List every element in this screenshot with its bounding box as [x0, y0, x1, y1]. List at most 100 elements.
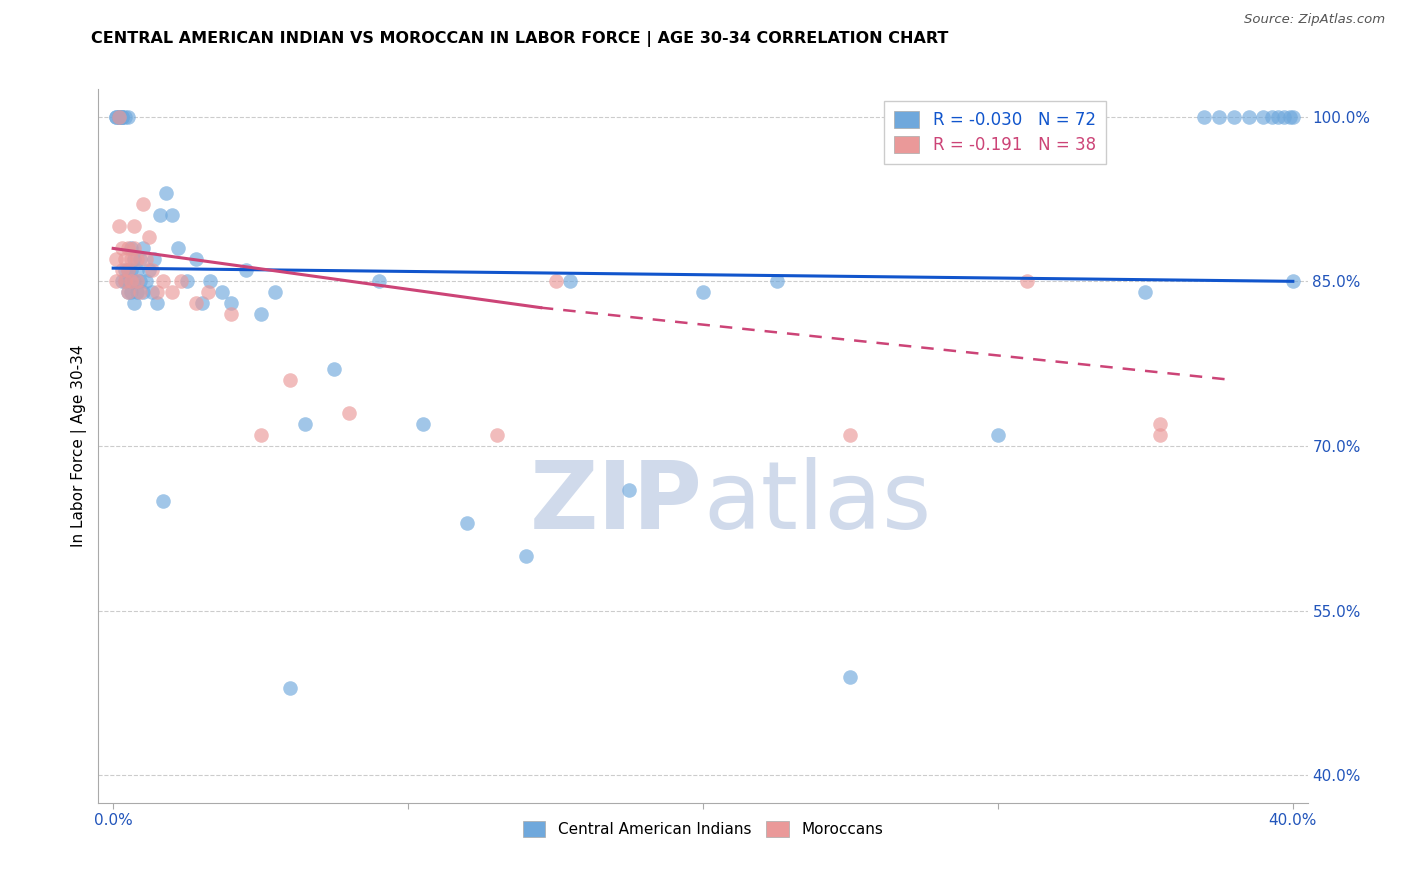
Point — [114, 110, 136, 124]
Text: ZIP: ZIP — [530, 457, 703, 549]
Point — [131, 241, 153, 255]
Point — [111, 263, 134, 277]
Point — [125, 285, 148, 300]
Point — [108, 110, 131, 124]
Point — [692, 285, 714, 300]
Point — [170, 274, 193, 288]
Point — [1149, 417, 1171, 431]
Point — [120, 274, 142, 288]
Point — [122, 219, 145, 234]
Point — [125, 274, 148, 288]
Point — [515, 549, 537, 563]
Point — [219, 307, 242, 321]
Point — [200, 274, 222, 288]
Point — [108, 110, 131, 124]
Point — [1282, 274, 1305, 288]
Point — [108, 110, 131, 124]
Point — [128, 252, 150, 267]
Point — [323, 362, 346, 376]
Point — [138, 263, 160, 277]
Point — [211, 285, 233, 300]
Point — [765, 274, 787, 288]
Point — [337, 406, 360, 420]
Text: Source: ZipAtlas.com: Source: ZipAtlas.com — [1244, 13, 1385, 27]
Point — [111, 110, 134, 124]
Point — [560, 274, 582, 288]
Point — [160, 209, 183, 223]
Point — [143, 252, 166, 267]
Point — [1237, 110, 1260, 124]
Point — [190, 296, 212, 310]
Point — [128, 285, 150, 300]
Point — [128, 274, 150, 288]
Point — [120, 285, 142, 300]
Point — [105, 110, 128, 124]
Point — [117, 274, 139, 288]
Point — [152, 274, 174, 288]
Point — [456, 516, 478, 530]
Point — [235, 263, 257, 277]
Point — [839, 428, 862, 442]
Point — [184, 296, 207, 310]
Point — [146, 296, 169, 310]
Point — [131, 285, 153, 300]
Point — [122, 252, 145, 267]
Point — [544, 274, 567, 288]
Point — [1253, 110, 1275, 124]
Point — [138, 230, 160, 244]
Point — [1194, 110, 1216, 124]
Point — [1278, 110, 1301, 124]
Point — [249, 428, 271, 442]
Point — [1261, 110, 1284, 124]
Point — [131, 197, 153, 211]
Text: atlas: atlas — [703, 457, 931, 549]
Point — [1267, 110, 1289, 124]
Point — [1149, 428, 1171, 442]
Point — [219, 296, 242, 310]
Point — [412, 417, 434, 431]
Point — [117, 263, 139, 277]
Point — [105, 110, 128, 124]
Point — [278, 681, 301, 695]
Point — [135, 252, 157, 267]
Point — [294, 417, 316, 431]
Point — [146, 285, 169, 300]
Point — [122, 296, 145, 310]
Point — [249, 307, 271, 321]
Point — [114, 274, 136, 288]
Point — [111, 110, 134, 124]
Point — [117, 263, 139, 277]
Point — [619, 483, 641, 497]
Point — [152, 494, 174, 508]
Point — [120, 263, 142, 277]
Point — [125, 252, 148, 267]
Y-axis label: In Labor Force | Age 30-34: In Labor Force | Age 30-34 — [72, 344, 87, 548]
Point — [117, 285, 139, 300]
Point — [105, 274, 128, 288]
Point — [122, 241, 145, 255]
Point — [160, 285, 183, 300]
Point — [111, 241, 134, 255]
Point — [149, 209, 172, 223]
Point — [120, 252, 142, 267]
Point — [1017, 274, 1039, 288]
Point — [176, 274, 198, 288]
Point — [485, 428, 508, 442]
Point — [114, 252, 136, 267]
Point — [122, 274, 145, 288]
Point — [184, 252, 207, 267]
Point — [111, 274, 134, 288]
Point — [839, 669, 862, 683]
Point — [108, 219, 131, 234]
Point — [117, 285, 139, 300]
Point — [125, 263, 148, 277]
Point — [278, 373, 301, 387]
Point — [135, 274, 157, 288]
Point — [1208, 110, 1230, 124]
Text: CENTRAL AMERICAN INDIAN VS MOROCCAN IN LABOR FORCE | AGE 30-34 CORRELATION CHART: CENTRAL AMERICAN INDIAN VS MOROCCAN IN L… — [91, 31, 949, 47]
Point — [264, 285, 287, 300]
Point — [155, 186, 177, 201]
Point — [117, 110, 139, 124]
Point — [1272, 110, 1295, 124]
Point — [141, 285, 163, 300]
